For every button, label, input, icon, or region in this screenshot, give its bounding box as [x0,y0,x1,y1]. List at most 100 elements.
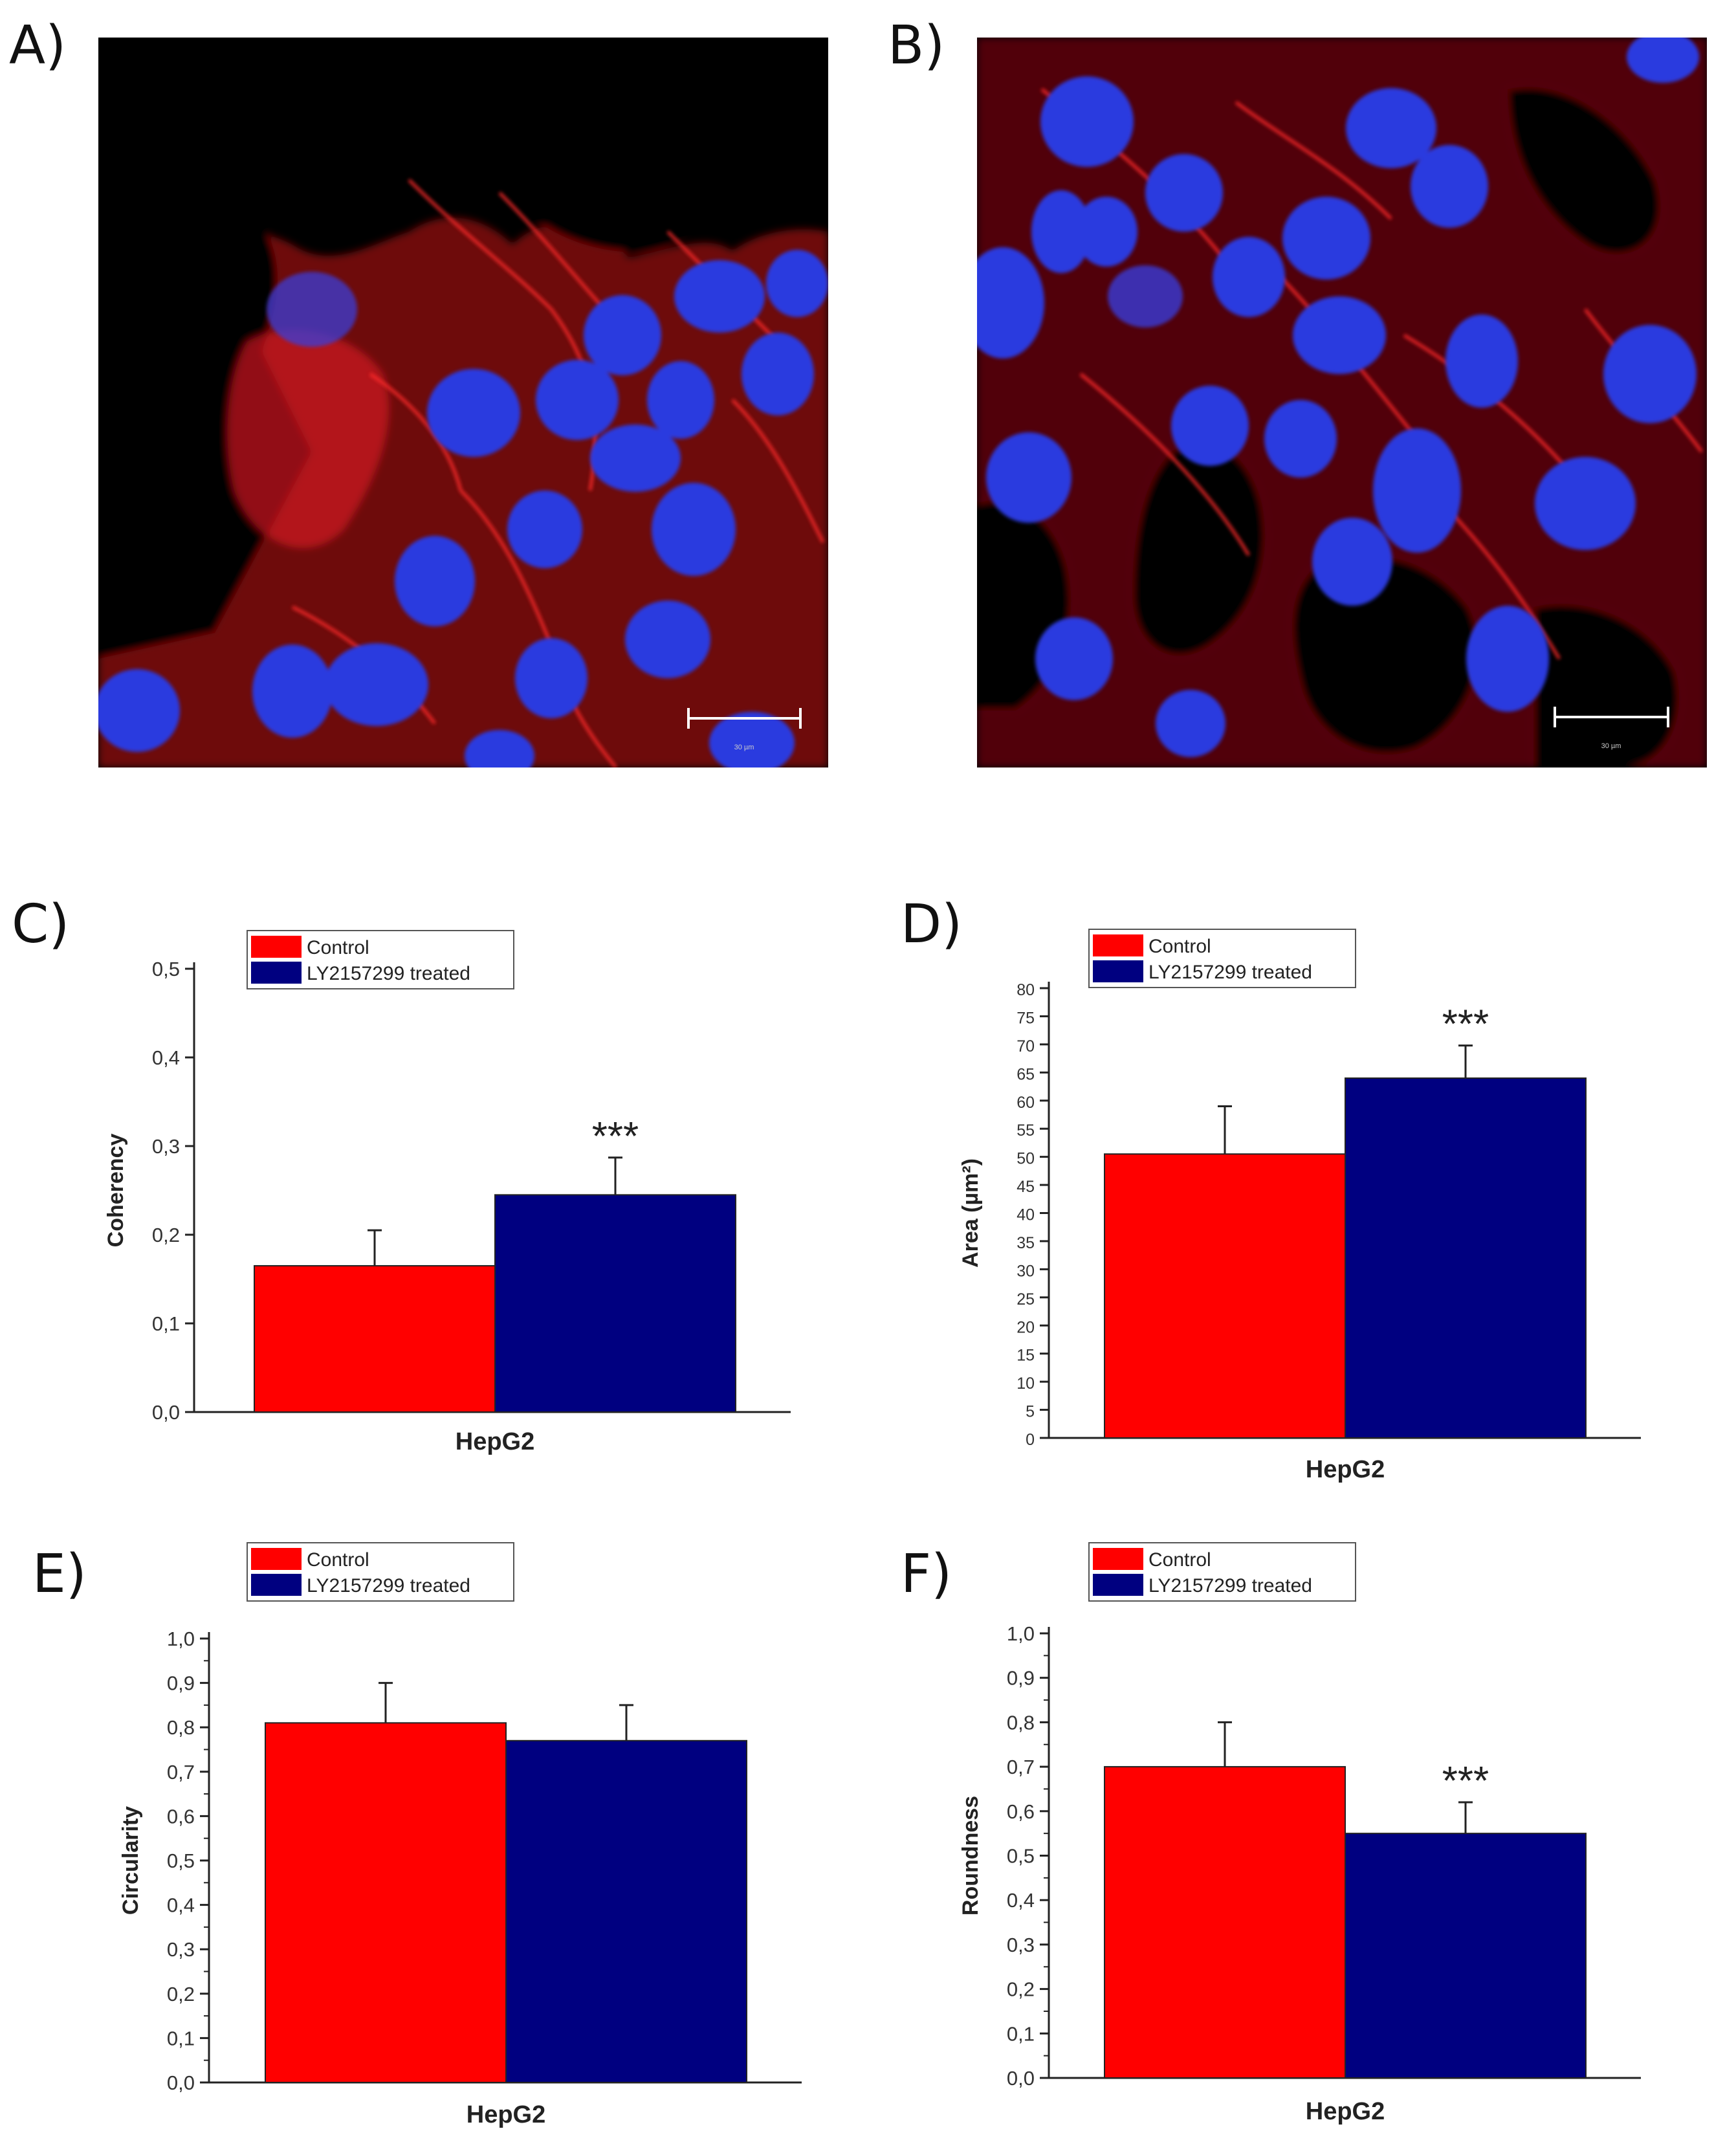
legend-swatch-treated [251,1574,302,1596]
y-tick-label: 0,0 [1007,2067,1035,2090]
chart-coherency: Control LY2157299 treated 0,0 0,1 0,2 0,3 0,4 0… [104,930,791,1455]
chart-roundness: Control LY2157299 treated 0,0 0,1 0,2 0,3 0,4 0… [958,1542,1641,2125]
legend-label-control: Control [307,937,369,958]
micrograph-a-image: 30 µm [98,149,828,767]
legend-swatch-control [1093,934,1143,956]
bar-control [265,1722,507,2083]
panel-label-d: D) [901,894,963,955]
y-tick-label: 0,8 [1007,1711,1035,1734]
y-tick-label: 20 [1016,1318,1035,1336]
y-tick-label: 1,0 [167,1628,195,1650]
panel-label-b: B) [888,15,945,76]
y-tick-label: 0,3 [1007,1934,1035,1956]
y-tick-label: 0,9 [1007,1667,1035,1690]
y-axis-title: Coherency [104,1134,128,1248]
micrograph-a: 30 µm [98,38,828,767]
micrograph-b: 30 µm [977,38,1707,767]
scale-bar [687,708,802,729]
legend-swatch-treated [251,962,302,984]
y-tick-label: 25 [1016,1290,1035,1308]
y-tick-label: 50 [1016,1150,1035,1168]
y-tick-label: 0,4 [1007,1889,1035,1912]
y-tick-label: 0,8 [167,1716,195,1739]
y-tick-label: 0,0 [167,2071,195,2094]
legend-swatch-control [251,936,302,958]
nuclei-stain [977,38,1699,757]
bar-treated [1345,1077,1587,1439]
y-tick-label: 0,6 [1007,1800,1035,1823]
significance-marker: *** [592,1114,639,1159]
y-tick-label: 0,9 [167,1672,195,1695]
y-tick-label: 70 [1016,1037,1035,1055]
y-tick-label: 0,3 [152,1135,180,1158]
x-axis-title: HepG2 [1306,2098,1385,2125]
x-axis-title: HepG2 [1306,1456,1385,1483]
legend-swatch-control [1093,1548,1143,1570]
legend-label-treated: LY2157299 treated [1148,962,1312,983]
scale-bar-label: 30 µm [734,744,754,751]
actin-stain [98,149,828,767]
legend-swatch-treated [1093,960,1143,982]
y-tick-label: 0,1 [1007,2022,1035,2045]
legend: Control LY2157299 treated [1088,929,1356,988]
significance-marker: *** [1442,1002,1489,1047]
y-tick-label: 0,5 [167,1849,195,1872]
nuclei-stain [98,250,828,767]
chart-area: Control LY2157299 treated 0 5 10 15 20 25 30 35 40… [958,929,1641,1483]
bar-control [1104,1766,1346,2079]
bar-treated [505,1739,747,2083]
legend-label-treated: LY2157299 treated [1148,1575,1312,1596]
y-tick-label: 0,2 [152,1224,180,1246]
y-tick-label: 0,1 [167,2027,195,2049]
legend-label-treated: LY2157299 treated [307,1575,470,1596]
legend-swatch-control [251,1548,302,1570]
x-axis-title: HepG2 [456,1428,534,1455]
legend-label-control: Control [1148,1549,1211,1571]
significance-marker: *** [1442,1759,1489,1804]
panel-label-f: F) [901,1543,952,1605]
y-tick-label: 5 [1026,1403,1035,1421]
bar-control [1104,1153,1346,1439]
panel-label-c: C) [12,894,70,955]
y-tick-label: 0,3 [167,1938,195,1961]
y-tick-label: 40 [1016,1206,1035,1224]
y-tick-label: 0,4 [152,1046,180,1069]
y-tick-label: 45 [1016,1178,1035,1196]
y-tick-label: 65 [1016,1065,1035,1083]
y-tick-label: 0,1 [152,1312,180,1335]
y-tick-label: 35 [1016,1234,1035,1252]
y-tick-label: 0,5 [1007,1845,1035,1868]
y-tick-label: 0,0 [152,1401,180,1424]
y-tick-label: 75 [1016,1009,1035,1027]
y-axis-title: Area (µm²) [958,1158,983,1268]
micrograph-b-image: 30 µm [977,38,1707,767]
legend-label-control: Control [307,1549,369,1571]
y-tick-label: 0,5 [152,958,180,980]
bar-control [254,1264,496,1413]
scale-bar [1554,707,1669,727]
y-tick-label: 80 [1016,981,1035,999]
panel-label-e: E) [32,1543,87,1605]
scale-bar-label: 30 µm [1601,742,1621,750]
legend: Control LY2157299 treated [247,1542,514,1602]
chart-circularity: Control LY2157299 treated 0,0 0,1 0,2 0,3 0,4 0… [118,1542,802,2128]
panel-label-a: A) [9,15,67,76]
x-axis-title: HepG2 [467,2101,545,2128]
y-tick-label: 60 [1016,1094,1035,1112]
y-tick-label: 0,2 [1007,1978,1035,2001]
y-axis-title: Circularity [118,1806,143,1915]
y-tick-label: 0,4 [167,1894,195,1917]
bar-treated [1345,1833,1587,2079]
y-tick-label: 0,2 [167,1983,195,2005]
y-tick-label: 10 [1016,1375,1035,1393]
y-tick-label: 0,7 [167,1761,195,1783]
legend: Control LY2157299 treated [1088,1542,1356,1602]
y-tick-label: 15 [1016,1347,1035,1365]
y-tick-label: 0 [1026,1431,1035,1449]
y-tick-label: 0,7 [1007,1756,1035,1778]
legend-label-control: Control [1148,936,1211,957]
y-axis-title: Roundness [958,1796,983,1916]
y-tick-label: 30 [1016,1262,1035,1280]
y-tick-label: 1,0 [1007,1622,1035,1645]
bar-treated [494,1194,736,1413]
